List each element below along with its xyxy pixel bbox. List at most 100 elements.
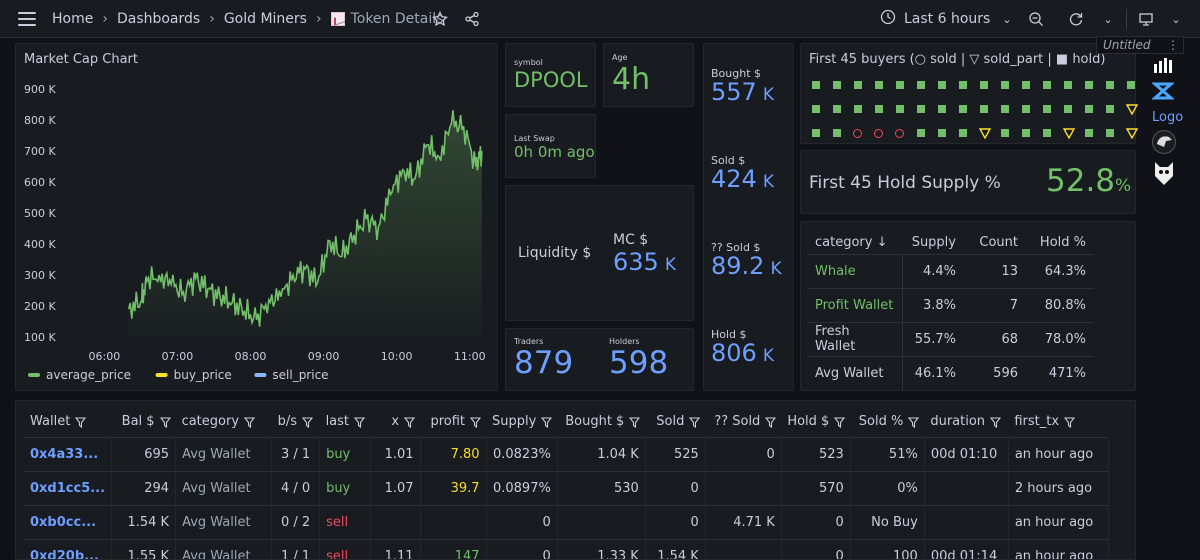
filter-icon[interactable] xyxy=(629,417,641,429)
menu-icon[interactable] xyxy=(18,12,36,26)
legend-label: sell_price xyxy=(272,368,328,382)
filter-icon[interactable] xyxy=(470,417,482,429)
star-icon[interactable] xyxy=(430,0,450,38)
untitled-badge: Untitled ⋮ xyxy=(1096,36,1184,54)
kebab-icon[interactable]: ⋮ xyxy=(1167,38,1179,52)
supply-header[interactable]: Supply xyxy=(911,235,956,251)
refresh-icon[interactable] xyxy=(1066,0,1086,38)
hold-square-icon xyxy=(917,129,925,137)
chevron-right-icon: › xyxy=(102,11,108,27)
legend-item-average_price[interactable]: average_price xyxy=(28,368,131,382)
category-cell-supply: 55.7% xyxy=(902,321,964,356)
share-icon[interactable] xyxy=(462,0,482,38)
filter-icon[interactable] xyxy=(159,417,171,429)
legend-item-sell_price[interactable]: sell_price xyxy=(254,368,329,382)
sold-label: Sold $ xyxy=(711,154,746,167)
panel-title: Market Cap Chart xyxy=(24,52,138,67)
filter-icon[interactable] xyxy=(834,417,846,429)
market-cap-chart[interactable]: 900 K 800 K 700 K 600 K 500 K 400 K 300 K 200 K… xyxy=(16,44,499,392)
column-header-9[interactable]: Sold xyxy=(645,407,705,437)
last-swap-label: Last Swap xyxy=(514,134,555,143)
column-header-7[interactable]: Supply xyxy=(486,407,557,437)
hold-header[interactable]: Hold % xyxy=(1039,235,1086,251)
breadcrumb-home[interactable]: Home xyxy=(52,11,94,27)
cell-supply: 0 xyxy=(486,504,558,539)
age-label: Age xyxy=(612,53,628,62)
column-header-5[interactable]: x xyxy=(370,407,420,437)
count-header[interactable]: Count xyxy=(979,235,1018,251)
page-title: Token Details xyxy=(350,11,444,27)
y-tick-label: 900 K xyxy=(24,83,56,96)
table-row[interactable]: 0xb0cc... 1.54 K Avg Wallet 0 / 2 sell 0 0 4.71… xyxy=(24,504,1109,539)
cell-profit xyxy=(420,504,487,539)
category-panel: category ↓ Supply Count Hold % Whale 4.4%… xyxy=(800,221,1136,391)
table-row[interactable]: 0x4a33... 695 Avg Wallet 3 / 1 buy 1.01 7.80 0.… xyxy=(24,436,1109,471)
category-row: Profit Wallet 3.8% 7 80.8% xyxy=(807,287,1094,322)
filter-icon[interactable] xyxy=(765,417,777,429)
category-cell-supply: 3.8% xyxy=(902,287,964,322)
legend-swatch xyxy=(28,373,40,377)
logo-text: Logo xyxy=(1152,110,1184,125)
refresh-interval-chevron-icon[interactable]: ⌄ xyxy=(1103,12,1113,26)
unknown-sold-value: 89.2 K xyxy=(711,252,782,280)
filter-icon[interactable] xyxy=(75,417,87,429)
filter-icon[interactable] xyxy=(990,417,1002,429)
cell-x xyxy=(370,504,421,539)
unknown-sold-label: ?? Sold $ xyxy=(711,241,761,254)
filter-icon[interactable] xyxy=(301,417,313,429)
hold-square-icon xyxy=(1064,105,1072,113)
x-tick-label: 09:00 xyxy=(308,350,340,363)
cell-wallet[interactable]: 0x4a33... xyxy=(24,436,113,471)
column-header-3[interactable]: b/s xyxy=(272,407,320,437)
sold-value: 424 K xyxy=(711,165,774,193)
cell-first_tx: an hour ago xyxy=(1008,436,1109,471)
hold-square-icon xyxy=(896,81,904,89)
zoom-out-icon[interactable] xyxy=(1026,0,1046,38)
hold-square-icon xyxy=(1022,129,1030,137)
legend-item-buy_price[interactable]: buy_price xyxy=(155,368,232,382)
cell-wallet[interactable]: 0xb0cc... xyxy=(24,504,113,539)
breadcrumb: Home › Dashboards › Gold Miners › Token … xyxy=(52,0,443,38)
average-price-line[interactable] xyxy=(127,110,483,327)
tv-mode-icon[interactable] xyxy=(1136,0,1156,38)
cell-bought: 1.04 K xyxy=(557,436,646,471)
market-cap-chart-panel: Market Cap Chart 900 K 800 K 700 K 600 K 500… xyxy=(15,43,498,391)
category-cell-supply: 4.4% xyxy=(902,253,964,288)
table-row[interactable]: 0xd1cc5... 294 Avg Wallet 4 / 0 buy 1.07 39.7 0… xyxy=(24,470,1109,505)
filter-icon[interactable] xyxy=(244,417,256,429)
chevron-down-icon: ⌄ xyxy=(1002,12,1012,26)
column-header-4[interactable]: last xyxy=(320,407,370,437)
column-header-14[interactable]: first_tx xyxy=(1008,407,1108,437)
time-range-picker[interactable]: Last 6 hours ⌄ xyxy=(880,0,1012,38)
filter-icon[interactable] xyxy=(908,417,920,429)
hold-square-icon xyxy=(1043,81,1051,89)
column-header-2[interactable]: category xyxy=(176,407,272,437)
column-header-13[interactable]: duration xyxy=(924,407,1008,437)
hold-square-icon xyxy=(959,105,967,113)
y-tick-label: 400 K xyxy=(24,238,56,251)
breadcrumb-dashboards[interactable]: Dashboards xyxy=(116,11,201,27)
cell-duration xyxy=(924,504,1009,539)
cell-bal: 695 xyxy=(111,436,177,471)
cell-hold: 523 xyxy=(781,436,851,471)
column-header-10[interactable]: ?? Sold xyxy=(705,407,781,437)
filter-icon[interactable] xyxy=(404,417,416,429)
column-header-0[interactable]: Wallet xyxy=(24,407,112,437)
hold-square-icon xyxy=(1106,81,1114,89)
s-logo-icon xyxy=(1151,80,1175,102)
column-header-1[interactable]: Bal $ xyxy=(112,407,176,437)
filter-icon[interactable] xyxy=(541,417,553,429)
breadcrumb-folder[interactable]: Gold Miners xyxy=(223,11,307,27)
tv-mode-chevron-icon[interactable]: ⌄ xyxy=(1171,12,1181,26)
filter-icon[interactable] xyxy=(354,417,366,429)
column-header-11[interactable]: Hold $ xyxy=(781,407,850,437)
filter-icon[interactable] xyxy=(1064,417,1076,429)
filter-icon[interactable] xyxy=(689,417,701,429)
hold-square-icon xyxy=(1001,105,1009,113)
category-header[interactable]: category ↓ xyxy=(815,235,888,251)
cell-wallet[interactable]: 0xd1cc5... xyxy=(24,470,113,505)
column-header-8[interactable]: Bought $ xyxy=(557,407,645,437)
column-header-12[interactable]: Sold % xyxy=(850,407,924,437)
column-header-6[interactable]: profit xyxy=(420,407,486,437)
hold-square-icon xyxy=(938,81,946,89)
